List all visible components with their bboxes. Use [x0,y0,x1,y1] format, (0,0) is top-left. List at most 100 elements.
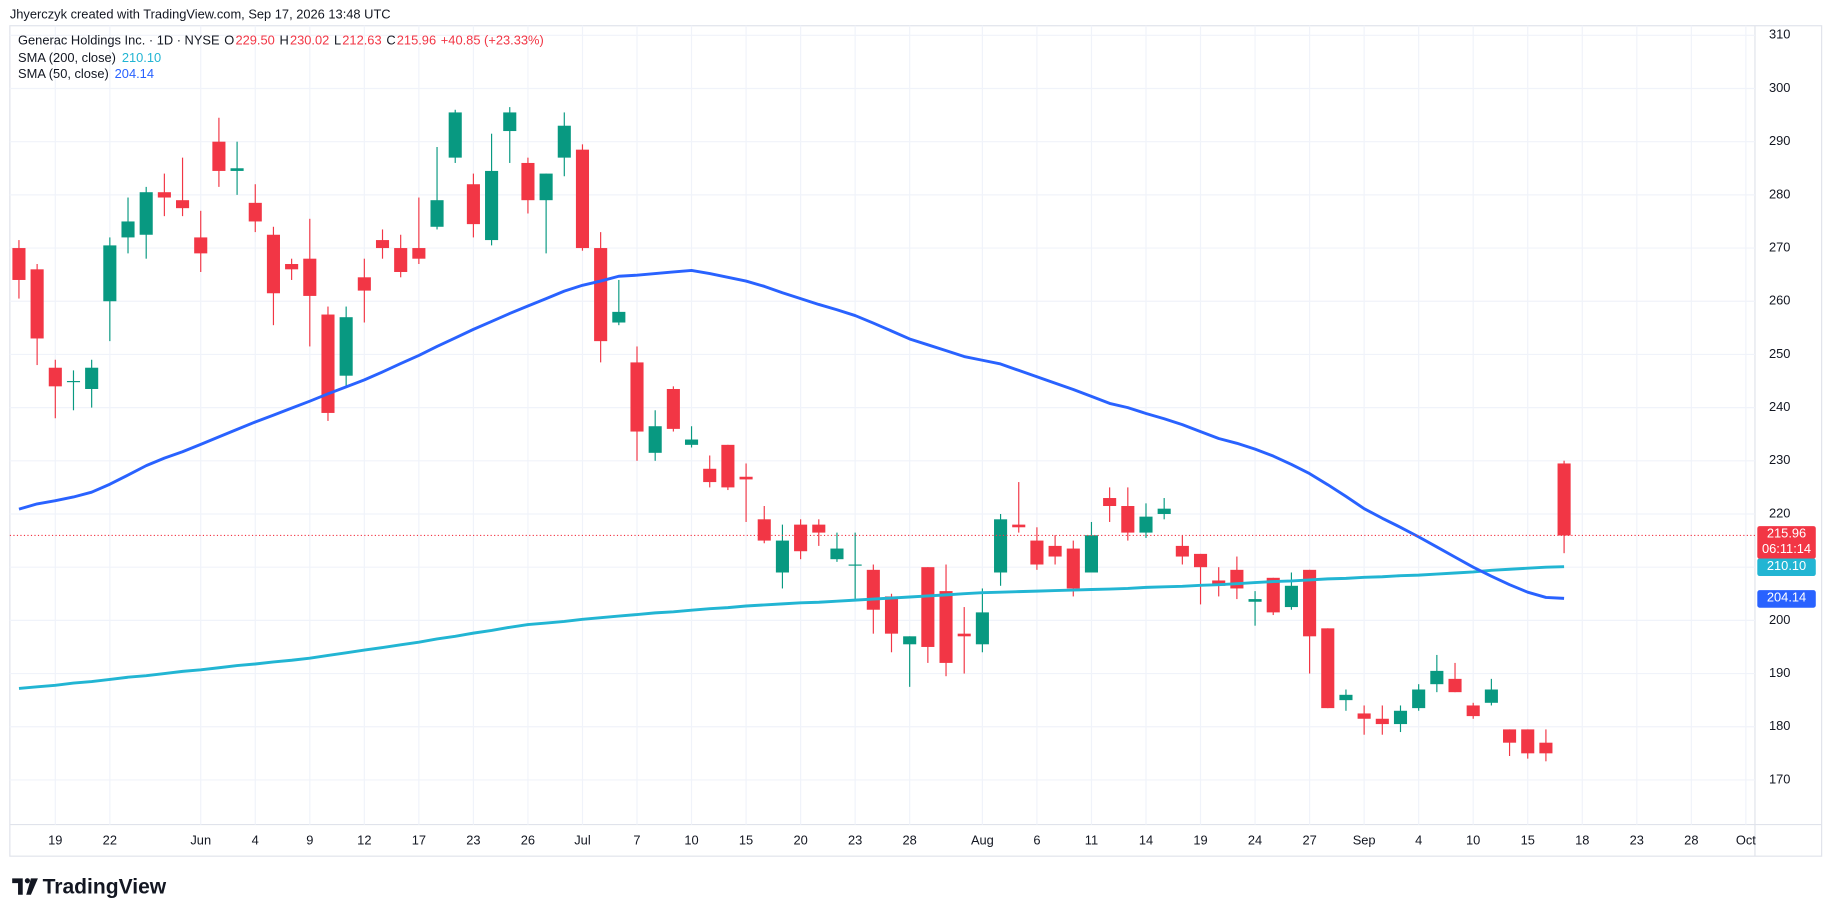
candle-body [594,248,608,342]
y-tick-label: 230 [1769,452,1790,467]
candle-body [1266,577,1280,613]
x-tick-label: 20 [793,832,807,847]
x-tick-label: 19 [1193,832,1207,847]
candle-body [630,362,644,432]
logo-mark [12,878,23,895]
candle-body [648,426,662,453]
candle-body [903,636,917,645]
x-tick-label: 22 [103,832,117,847]
candle-body [539,173,553,201]
logo-dot [24,878,30,884]
sma-line [18,565,1565,690]
x-tick-label: 4 [1415,832,1422,847]
candle-body [1521,729,1535,754]
candle-body [121,221,135,238]
candle-body [1048,545,1062,557]
candle-body [1557,463,1571,536]
x-tick-label: 7 [633,832,640,847]
candle-body [775,540,789,573]
candle-body [666,388,680,429]
legend-entry: SMA (50, close) [18,66,109,81]
x-tick-label: 17 [412,832,426,847]
candle-body [1230,569,1244,589]
candle-body [1084,535,1099,573]
y-tick-label: 240 [1769,399,1790,414]
last-price-badge-text: 215.96 [1767,526,1806,541]
x-tick-label: 23 [848,832,862,847]
sma-badge-text: 210.10 [1767,558,1806,573]
ohlc-key: H [279,32,288,47]
y-tick-label: 270 [1769,239,1790,254]
brand: TradingView [43,875,167,898]
candle-body [375,240,390,249]
x-tick-label: Aug [971,832,994,847]
candle-body [357,277,371,291]
ohlc-key: O [224,32,234,47]
candle-body [1321,628,1335,709]
candle-body [248,202,262,222]
candle-body [1139,516,1153,533]
candle-body [1412,689,1426,709]
candle-body [1430,670,1444,685]
x-tick-label: 11 [1085,832,1098,847]
y-tick-label: 260 [1769,293,1790,308]
ohlc-value: 215.96 [397,32,436,47]
x-tick-label: 14 [1139,832,1153,847]
candle-body [503,112,517,132]
candle-body [485,170,499,241]
candle-body [30,269,44,339]
candle-body [1375,718,1389,725]
ohlc-value: 212.63 [342,32,381,47]
candle-body [12,248,26,280]
candle-body [85,367,99,389]
x-tick-label: Oct [1736,832,1756,847]
candle-body [157,192,171,198]
candle-body [266,234,280,294]
candle-body [66,381,81,383]
legend-value: 210.10 [122,50,161,65]
ohlc-key: L [334,32,341,47]
candle-body [230,168,244,171]
y-tick-label: 190 [1769,665,1790,680]
candle-body [1012,524,1026,528]
y-tick-label: 290 [1769,133,1790,148]
candle-body [521,162,535,201]
x-tick-label: Jun [190,832,211,847]
candle-body [139,192,153,235]
candle-body [721,444,735,488]
candle-body [994,519,1008,573]
candle-body [194,237,208,254]
sma-line [18,268,1565,600]
candle-body [448,112,462,158]
candle-body [1503,729,1517,743]
candle-body [684,439,699,445]
x-tick-label: 15 [739,832,753,847]
y-tick-label: 220 [1769,505,1790,520]
ohlc-change: +40.85 (+23.33%) [441,32,544,47]
candle-body [394,248,408,272]
candle-body [757,519,771,541]
candle-body [1466,705,1480,717]
x-tick-label: 26 [521,832,535,847]
candle-body [1339,694,1353,701]
candle-body [794,524,808,552]
candle-body [1103,498,1117,507]
x-tick-label: 23 [466,832,480,847]
candle-body [48,367,62,387]
x-tick-label: 9 [306,832,313,847]
candle-body [1212,580,1226,586]
y-tick-label: 280 [1769,186,1790,201]
legend-title: Generac Holdings Inc. · 1D · NYSE [18,32,220,47]
x-tick-label: 4 [252,832,259,847]
candle-body [557,125,571,158]
candle-body [303,258,317,296]
legend-value: 204.14 [115,66,154,81]
candle-body [1393,710,1408,725]
last-price-badge [1757,526,1816,559]
candle-body [103,245,117,302]
legend-entry: SMA (200, close) [18,50,116,65]
x-tick-label: 10 [1466,832,1480,847]
candle-body [1193,553,1208,568]
candle-body [1066,548,1080,589]
candle-body [1175,545,1189,557]
